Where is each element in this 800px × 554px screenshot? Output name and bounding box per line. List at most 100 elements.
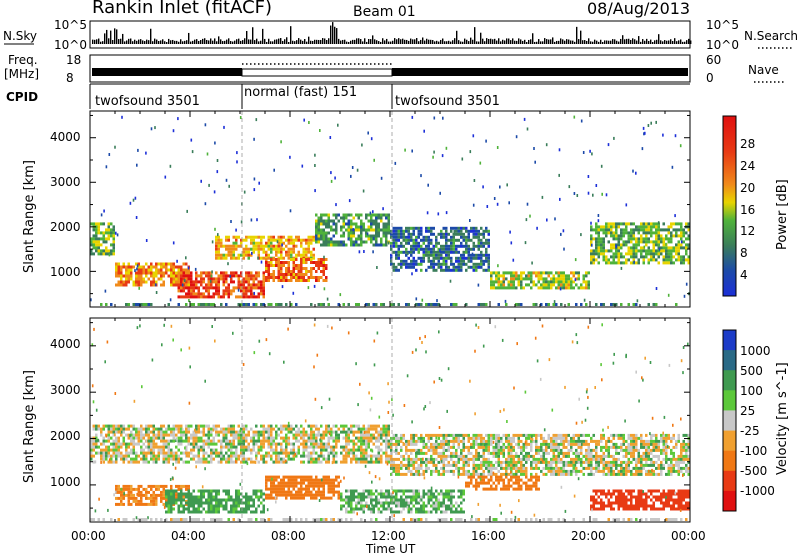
- data-cell: [552, 277, 555, 281]
- data-cell: [182, 283, 185, 287]
- data-cell: [187, 286, 190, 290]
- data-cell: [525, 457, 528, 461]
- data-cell: [572, 442, 575, 446]
- noise-bar: [166, 41, 168, 44]
- data-cell: [490, 466, 493, 470]
- data-cell: [390, 460, 393, 464]
- data-cell: [607, 258, 610, 262]
- data-cell: [472, 433, 475, 437]
- data-cell: [515, 433, 518, 437]
- data-cell: [132, 445, 135, 449]
- data-cell: [267, 235, 270, 239]
- data-cell: [317, 261, 320, 264]
- data-cell: [97, 246, 100, 250]
- data-cell: [467, 253, 470, 257]
- data-cell: [352, 451, 355, 455]
- data-cell: [282, 235, 285, 239]
- data-cell: [512, 280, 515, 284]
- data-cell: [267, 451, 270, 455]
- data-cell: [242, 460, 245, 464]
- data-cell: [392, 268, 395, 272]
- data-cell: [595, 451, 598, 455]
- data-cell: [417, 262, 420, 266]
- data-cell: [517, 436, 520, 440]
- data-cell: [417, 229, 420, 233]
- data-cell: [355, 243, 358, 247]
- noise-bar: [180, 39, 182, 44]
- data-cell: [222, 295, 225, 299]
- noise-bar: [236, 39, 238, 44]
- data-cell: [493, 197, 496, 200]
- data-cell: [357, 430, 360, 434]
- data-cell: [322, 234, 325, 238]
- data-cell: [457, 232, 460, 236]
- data-cell: [370, 137, 373, 141]
- data-cell: [110, 424, 113, 428]
- data-cell: [612, 460, 615, 464]
- noise-bar: [408, 40, 410, 44]
- data-cell: [602, 463, 605, 467]
- data-cell: [172, 280, 175, 284]
- data-cell: [107, 439, 110, 443]
- noise-bar: [528, 39, 530, 44]
- data-cell: [597, 252, 600, 256]
- data-cell: [422, 247, 425, 251]
- data-cell: [305, 250, 308, 254]
- data-cell: [290, 250, 293, 254]
- data-cell: [150, 274, 153, 278]
- data-cell: [426, 211, 429, 215]
- data-cell: [377, 445, 380, 449]
- data-cell: [280, 235, 283, 239]
- data-cell: [490, 472, 493, 476]
- data-cell: [442, 469, 445, 473]
- data-cell: [140, 268, 143, 272]
- data-cell: [662, 228, 665, 232]
- data-cell: [612, 237, 615, 241]
- data-cell: [120, 427, 123, 431]
- data-cell: [385, 237, 388, 241]
- data-cell: [552, 445, 555, 449]
- data-cell: [150, 454, 153, 458]
- data-cell: [190, 138, 193, 142]
- data-cell: [540, 460, 543, 464]
- data-cell: [595, 454, 598, 458]
- data-cell: [360, 430, 363, 434]
- data-cell: [329, 136, 332, 139]
- data-cell: [562, 469, 565, 473]
- data-cell: [332, 222, 335, 226]
- data-cell: [520, 277, 523, 281]
- data-cell: [497, 448, 500, 452]
- data-cell: [462, 262, 465, 266]
- noise-bar: [440, 39, 442, 44]
- data-cell: [380, 442, 383, 446]
- data-cell: [502, 280, 505, 284]
- data-cell: [627, 460, 630, 464]
- data-cell: [565, 433, 568, 437]
- data-cell: [227, 442, 230, 446]
- data-cell: [455, 433, 458, 437]
- data-cell: [547, 433, 550, 437]
- data-cell: [510, 466, 513, 470]
- data-cell: [277, 433, 280, 437]
- data-cell: [422, 460, 425, 464]
- data-cell: [115, 430, 118, 434]
- data-cell: [313, 284, 316, 288]
- data-cell: [152, 445, 155, 449]
- data-cell: [235, 274, 238, 278]
- data-cell: [212, 439, 215, 443]
- data-cell: [587, 445, 590, 449]
- data-cell: [362, 457, 365, 461]
- data-cell: [450, 451, 453, 455]
- data-cell: [310, 261, 313, 264]
- data-cell: [115, 231, 117, 235]
- noise-bar: [684, 41, 686, 44]
- data-cell: [140, 265, 143, 269]
- data-cell: [450, 247, 453, 251]
- data-cell: [260, 283, 263, 287]
- data-cell: [435, 244, 438, 248]
- data-cell: [487, 259, 490, 263]
- data-cell: [547, 303, 550, 306]
- data-cell: [607, 472, 610, 476]
- data-cell: [175, 274, 178, 278]
- data-cell: [367, 424, 370, 428]
